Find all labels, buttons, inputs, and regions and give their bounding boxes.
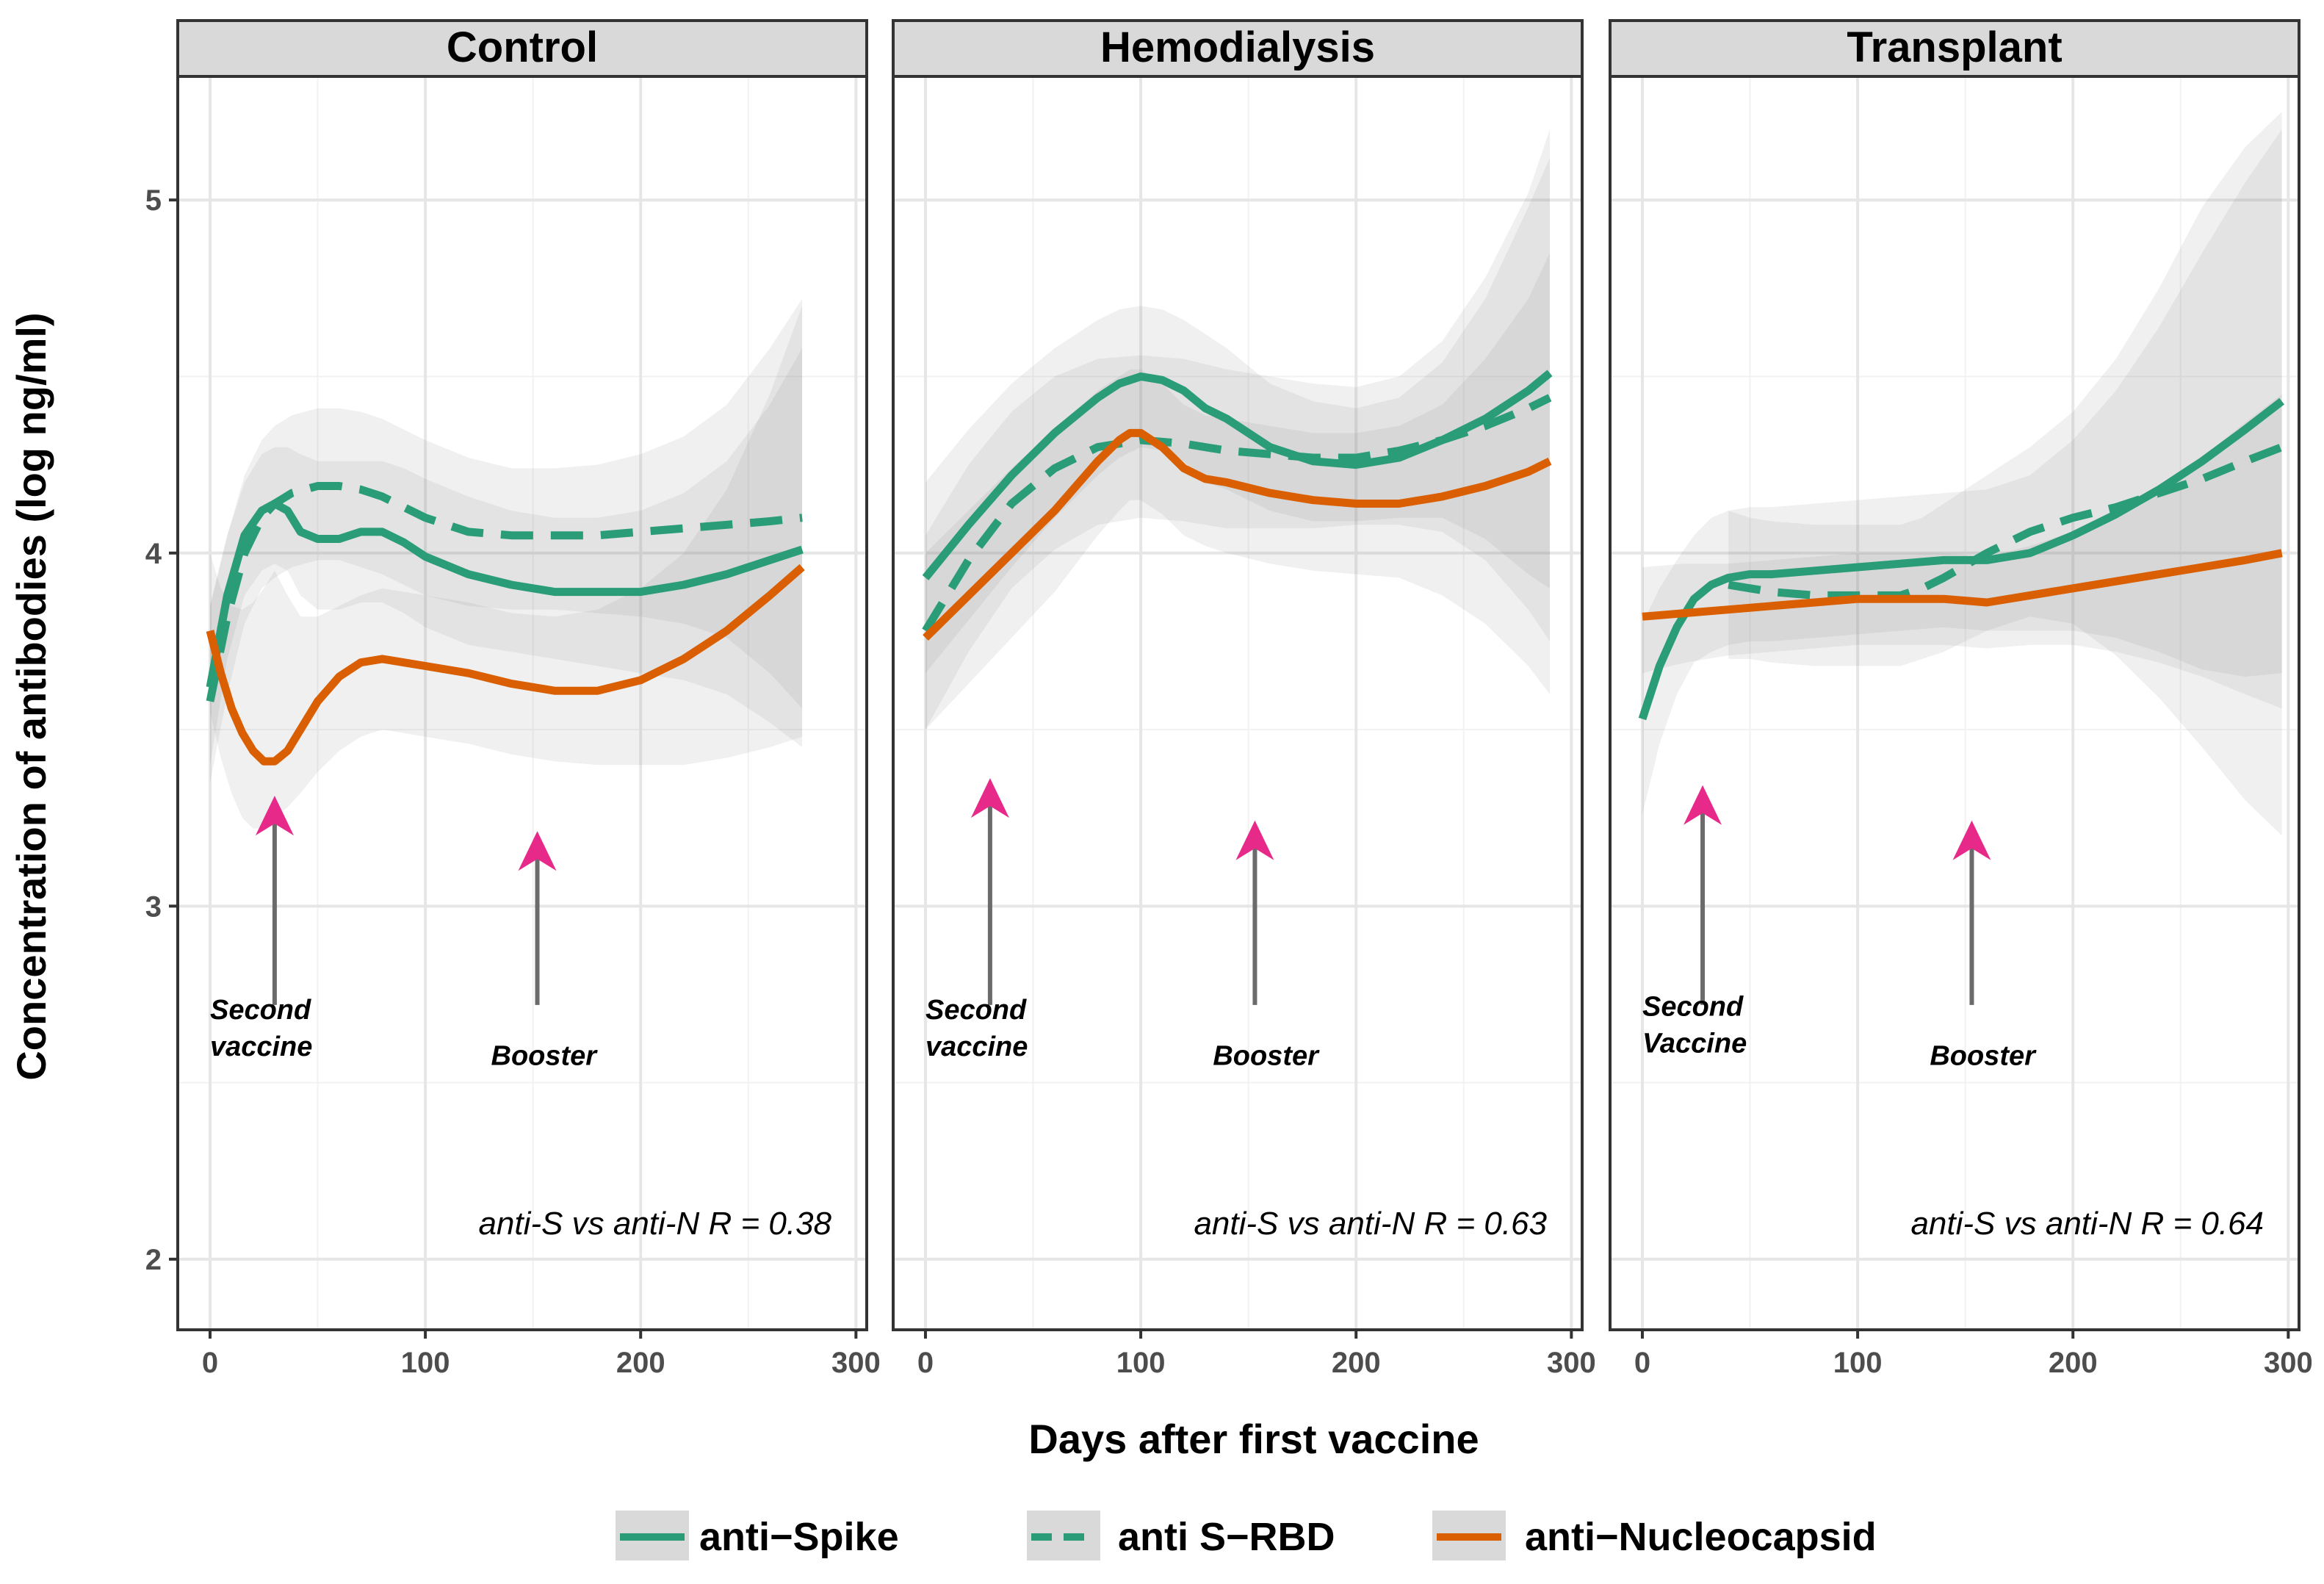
x-tick-label: 300 [2264,1347,2313,1379]
annotation-arrowhead [1235,820,1274,860]
facet-title: Transplant [1847,24,2062,71]
annotation-label: Second [925,995,1027,1026]
x-tick-label: 0 [202,1347,218,1379]
panel-background [893,76,1582,1330]
legend-label: anti−Spike [699,1515,899,1559]
y-tick-label: 3 [145,890,162,923]
annotation-label: Second [1642,991,1744,1022]
facet-strip [1609,19,2300,78]
series-line-anti-s-rbd [922,394,1552,633]
annotation-label: vaccine [925,1032,1028,1062]
y-tick-label: 4 [145,538,162,570]
y-tick-label: 2 [145,1244,162,1276]
facet-panel-hemodialysis: Second vaccine Booster anti-S vs anti-N R =… [892,19,1596,1379]
annotation-label: Booster [491,1041,599,1072]
panel-background [1610,76,2299,1330]
series-line-anti-nucleocapsid [923,428,1552,641]
annotation-arrowhead [518,831,557,871]
series-line-anti-spike [922,370,1553,580]
y-axis-title: Concentration of antibodies (log ng/ml) [8,312,54,1080]
correlation-label: anti-S vs anti-N R = 0.63 [1194,1206,1547,1242]
legend-item: anti S−RBD [1027,1511,1335,1560]
x-tick-label: 300 [1547,1347,1596,1379]
facet-panel-control: Second vaccine Booster anti-S vs anti-N R =… [176,19,881,1379]
series-line-anti-s-rbd [206,482,803,702]
confidence-band-anti-spike [1642,129,2282,815]
x-tick-label: 100 [401,1347,450,1379]
series-line-anti-spike [1638,397,2284,721]
facet-strip [892,19,1584,78]
confidence-band-anti-spike [210,348,803,766]
facet-title: Hemodialysis [1100,24,1375,71]
x-tick-label: 0 [917,1347,934,1379]
legend-label: anti−Nucleocapsid [1525,1515,1877,1559]
confidence-band-anti-nucleocapsid [925,253,1550,730]
panel-background [178,76,867,1330]
annotation-label: Booster [1930,1041,2037,1072]
x-tick-label: 100 [1116,1347,1166,1379]
facet-strip [176,19,868,78]
annotation-label: Booster [1213,1041,1320,1072]
x-tick-label: 100 [1833,1347,1883,1379]
annotation-label: Second [210,995,311,1026]
y-axis: 2 3 4 5 [145,184,178,1276]
correlation-label: anti-S vs anti-N R = 0.38 [478,1206,831,1242]
x-tick-label: 200 [2049,1347,2098,1379]
y-tick-label: 5 [145,184,162,217]
x-tick-label: 200 [616,1347,665,1379]
confidence-band-anti-s-rbd [210,298,803,783]
confidence-band-anti-s-rbd [1728,112,2282,836]
confidence-band-anti-nucleocapsid [1642,394,2282,709]
legend-item: anti−Nucleocapsid [1432,1511,1877,1560]
legend: anti−Spike anti S−RBD anti−Nucleocapsid [616,1511,1877,1560]
annotation-label: Vaccine [1642,1028,1747,1059]
legend-label: anti S−RBD [1118,1515,1335,1559]
annotation-arrowhead [1684,785,1722,825]
facet-title: Control [447,24,598,71]
x-tick-label: 200 [1332,1347,1381,1379]
panels-layer: Second vaccine Booster anti-S vs anti-N R =… [176,19,2313,1379]
facet-panel-transplant: Second Vaccine Booster anti-S vs anti-N R =… [1609,19,2313,1379]
series-line-anti-s-rbd [1728,443,2284,600]
correlation-label: anti-S vs anti-N R = 0.64 [1910,1206,2264,1242]
annotation-arrowhead [970,778,1009,818]
annotation-arrowhead [1952,820,1991,860]
x-tick-label: 300 [831,1347,881,1379]
series-line-anti-nucleocapsid [1642,549,2283,621]
series-line-anti-nucleocapsid [206,564,805,766]
x-tick-label: 0 [1634,1347,1650,1379]
annotation-arrowhead [255,796,294,836]
annotation-label: vaccine [210,1032,312,1062]
x-axis-title: Days after first vaccine [1028,1416,1479,1462]
confidence-band-anti-nucleocapsid [210,306,803,829]
confidence-band-anti-spike [925,157,1550,674]
legend-item: anti−Spike [616,1511,899,1560]
